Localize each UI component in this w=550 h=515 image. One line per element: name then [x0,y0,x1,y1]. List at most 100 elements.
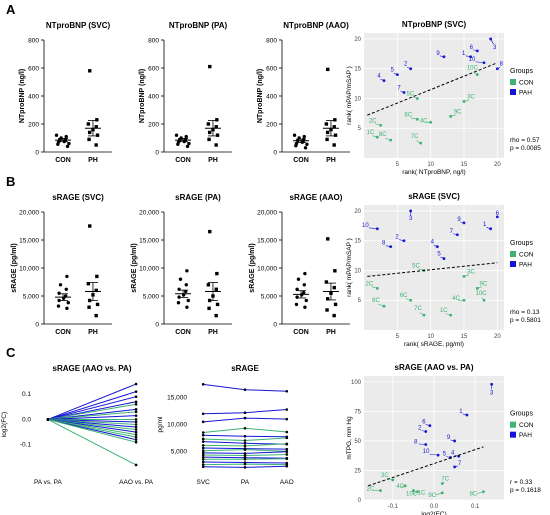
data-point [134,423,138,426]
data-point [57,291,61,295]
data-point [134,418,138,421]
data-point [409,298,413,302]
chart-title: sRAGE (AAO) [290,193,343,202]
data-point [64,134,68,139]
data-point [416,490,419,494]
point-label: 3C [467,269,475,275]
data-point [375,286,379,290]
x-tick-label: CON [293,157,309,164]
data-point [243,454,247,457]
series-line [47,383,137,420]
data-point [475,286,479,290]
data-point [469,55,473,59]
y-tick-label: 15 [354,67,361,73]
data-point [201,412,205,416]
point-label: 1C [366,130,374,136]
data-point [95,133,100,137]
data-point [325,297,330,301]
point-label: 7 [450,229,454,235]
x-tick-label: PH [88,329,98,336]
y-tick-label: 200 [148,122,159,129]
legend-label: PAH [519,90,532,97]
point-label: 3 [409,216,413,222]
data-point [285,442,289,446]
x-tick-label: CON [293,329,309,336]
data-point [442,55,446,59]
series-line [47,403,137,420]
data-point [375,227,379,231]
data-point [201,453,205,457]
y-tick-label: 600 [266,66,277,73]
data-point [243,444,247,448]
data-point [462,221,466,225]
y-tick-label: 10,000 [167,422,187,429]
stats-text: r = 0.33 [510,479,533,486]
data-point [332,313,336,318]
point-leader [429,453,439,456]
data-point [185,269,189,273]
point-label: 7C [414,306,422,312]
data-point [243,416,247,420]
point-label: 4C [452,296,460,302]
point-label: 2 [395,235,399,241]
data-point [134,395,138,398]
data-point [395,73,399,77]
data-point [59,136,63,140]
data-point [402,239,406,243]
data-point [243,457,247,461]
data-point [201,460,205,464]
y-tick-label: 5 [358,298,362,304]
point-label: 8C [379,132,387,138]
data-point [415,117,419,121]
point-label: 2 [418,426,422,432]
data-point [489,37,493,41]
y-tick-label: 25 [354,468,361,474]
y-tick-label: 800 [28,38,39,45]
x-tick-label: 0.0 [430,504,439,510]
point-label: 4 [431,240,435,246]
data-point [333,302,338,307]
data-point [65,144,70,149]
legend-swatch [510,79,516,85]
x-tick-label: AAO vs. PA [119,479,153,486]
data-point [243,388,247,392]
y-tick-label: 100 [351,380,362,386]
y-tick-label: 0 [273,322,277,329]
data-point [333,133,338,137]
x-tick-label: CON [175,157,191,164]
data-point [54,133,59,137]
data-point [95,274,99,279]
data-point [389,245,393,249]
point-label: 8 [414,439,418,445]
point-label: 2C [369,118,377,124]
data-point [449,114,453,118]
data-point [424,443,428,446]
chart-title: sRAGE (AAO vs. PA) [395,363,474,372]
data-point [201,431,205,434]
data-point [207,130,212,135]
legend-label: CON [519,422,534,429]
data-point [201,465,205,469]
data-point [332,285,336,290]
data-point [389,138,393,142]
point-leader [368,227,378,230]
y-tick-label: 15,000 [167,395,187,402]
legend-swatch [510,261,516,267]
data-point [66,301,70,305]
stats-text: rho = 0.13 [510,309,540,316]
point-label: 5C [406,91,414,97]
lines-C2: sRAGE 5,000 10,000 15,000 pg/ml SVC PA AAO [157,364,294,486]
data-point [215,271,219,276]
y-tick-label: 5,000 [23,294,40,301]
data-point [453,439,456,443]
data-point [243,439,247,442]
data-point [134,428,138,431]
data-point [243,452,247,455]
x-tick-label: 5 [396,334,400,340]
x-tick-label: 20 [494,334,501,340]
y-axis-label: mTPG, mm Hg [346,416,353,460]
point-label: 8C [372,298,380,304]
x-axis-label: log2(FC) [421,511,446,515]
data-point [94,288,98,293]
